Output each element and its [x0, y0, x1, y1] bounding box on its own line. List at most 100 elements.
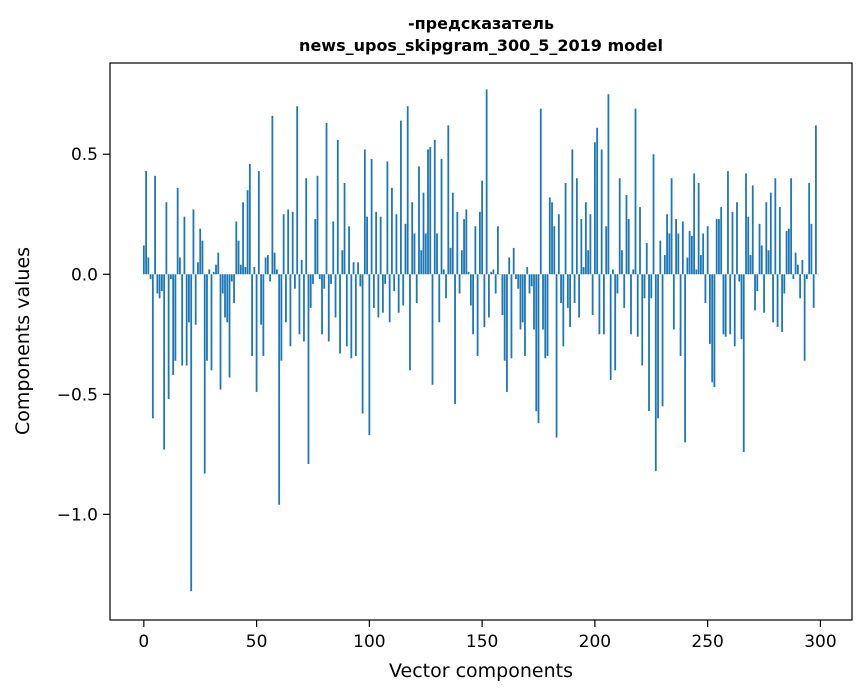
bar [230, 274, 233, 282]
bar [686, 257, 689, 275]
bar [654, 274, 657, 472]
bar [391, 187, 393, 275]
bar [657, 274, 659, 419]
bar [733, 274, 736, 347]
bar [512, 247, 515, 275]
bar [454, 274, 456, 404]
bar [641, 274, 644, 366]
bar [321, 274, 323, 335]
bar [199, 228, 202, 275]
bar [663, 255, 666, 275]
bar [345, 274, 348, 347]
x-tick-label: 300 [804, 632, 836, 652]
bar [406, 106, 409, 275]
bar [316, 175, 319, 275]
bar [612, 269, 614, 275]
bar [438, 274, 441, 323]
bar [598, 274, 601, 335]
bar [156, 274, 159, 294]
bar [303, 274, 305, 342]
bar [544, 274, 547, 359]
bar [729, 274, 732, 335]
x-tick-label: 50 [246, 632, 268, 652]
bar [621, 250, 623, 275]
bar [219, 274, 222, 390]
bar [528, 274, 531, 294]
bar [815, 125, 817, 275]
bar [699, 255, 702, 275]
bar [584, 202, 587, 275]
bar [603, 274, 605, 335]
x-tick-label: 200 [579, 632, 611, 652]
bar [359, 274, 362, 287]
bar [341, 250, 344, 275]
bar [591, 274, 594, 316]
bar [778, 207, 781, 275]
bar [582, 267, 585, 275]
bar [740, 274, 743, 340]
bar [418, 166, 420, 275]
bar [812, 274, 815, 308]
bar [787, 228, 790, 275]
bar [765, 202, 768, 275]
bar [289, 274, 292, 347]
bar [253, 267, 256, 275]
bar [226, 274, 229, 323]
bar [246, 190, 249, 275]
bar [772, 274, 774, 323]
bar [318, 274, 321, 280]
bar [587, 250, 590, 275]
bar [697, 183, 700, 275]
bar [738, 274, 741, 282]
bar [285, 274, 287, 323]
bar [702, 233, 705, 275]
bar [494, 274, 497, 294]
bar [600, 149, 603, 275]
bar [718, 219, 720, 275]
bar [287, 209, 290, 275]
bar [542, 274, 544, 330]
bar [242, 202, 244, 275]
bar [803, 274, 806, 361]
bar [754, 274, 756, 311]
bar [796, 264, 799, 275]
bar [573, 274, 576, 304]
bar [535, 274, 538, 412]
bar [323, 274, 326, 289]
x-tick-label: 150 [466, 632, 498, 652]
bar [442, 269, 445, 275]
bar [188, 274, 190, 323]
bar [381, 274, 384, 313]
bar [305, 178, 308, 275]
bar [774, 178, 777, 275]
bar [537, 274, 540, 424]
bar [422, 192, 425, 275]
bar [805, 274, 808, 280]
bar [639, 207, 641, 275]
bar [449, 247, 452, 275]
bar [711, 274, 714, 383]
bar [623, 274, 626, 308]
bar [731, 211, 734, 275]
bar [400, 120, 402, 275]
bar [668, 233, 671, 275]
bar [436, 233, 438, 275]
bar [693, 173, 696, 275]
bar [185, 274, 188, 366]
bar [467, 271, 470, 275]
bar [636, 274, 639, 337]
bar [372, 274, 375, 308]
bar [501, 274, 504, 316]
chart-subtitle: news_upos_skipgram_300_5_2019 model [299, 36, 663, 55]
bar [361, 274, 364, 414]
bar [790, 178, 792, 275]
bar [751, 185, 754, 275]
bar [275, 269, 278, 275]
bar [569, 274, 571, 328]
bar [194, 274, 197, 325]
bar [368, 274, 371, 436]
bar [431, 274, 434, 385]
bar [781, 274, 783, 332]
bar [336, 139, 339, 275]
bar [158, 274, 161, 299]
